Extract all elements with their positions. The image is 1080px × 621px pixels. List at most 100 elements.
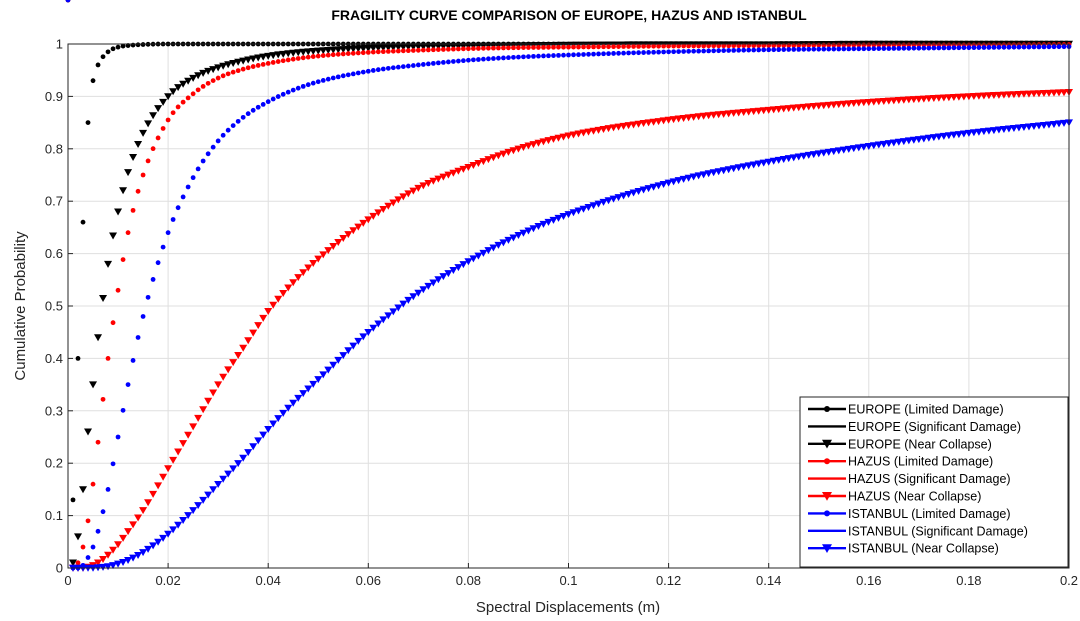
series-point	[310, 80, 316, 86]
y-tick-label: 0	[56, 561, 63, 576]
series-point	[324, 247, 333, 255]
series-point	[444, 270, 453, 278]
series-point	[1014, 124, 1023, 132]
series-point	[220, 73, 226, 79]
series-point	[359, 333, 368, 341]
series-point	[175, 104, 181, 110]
series-point	[599, 198, 608, 206]
series-point	[284, 284, 293, 292]
series-point	[944, 94, 953, 102]
series-point	[454, 42, 463, 50]
series-point	[424, 282, 433, 290]
series-point	[814, 150, 823, 158]
series-point	[764, 106, 773, 114]
series-point	[169, 88, 178, 96]
series-point	[279, 50, 288, 58]
series-point	[449, 43, 458, 51]
series-point	[349, 45, 358, 53]
series-point	[559, 133, 568, 141]
series-point	[626, 44, 631, 49]
series-point	[879, 140, 888, 148]
series-point	[234, 58, 243, 66]
series-point	[769, 157, 778, 165]
series-point	[954, 131, 963, 139]
series-point	[779, 105, 788, 113]
series-point	[611, 51, 616, 56]
series-point	[144, 120, 153, 128]
series-point	[729, 109, 738, 117]
series-point	[219, 475, 228, 483]
series-point	[714, 111, 723, 119]
series-point	[269, 52, 278, 60]
series-point	[931, 45, 937, 51]
series-point	[579, 205, 588, 213]
series-point	[979, 92, 988, 100]
series-point	[370, 68, 376, 73]
series-hazus-near-collapse	[69, 89, 1073, 572]
series-point	[94, 559, 103, 567]
series-point	[1014, 91, 1023, 99]
series-point	[130, 358, 136, 363]
series-point	[989, 92, 998, 100]
series-point	[215, 138, 221, 144]
legend-marker	[824, 406, 830, 412]
series-point	[919, 135, 928, 143]
series-point	[184, 431, 193, 439]
series-point	[234, 460, 243, 468]
series-point	[1051, 44, 1057, 50]
series-point	[105, 49, 111, 55]
series-point	[881, 46, 887, 51]
series-point	[706, 43, 712, 49]
series-point	[606, 51, 611, 57]
series-point	[786, 47, 792, 52]
series-point	[501, 55, 506, 61]
series-point	[254, 437, 263, 445]
series-point	[159, 98, 168, 106]
series-point	[906, 45, 912, 51]
series-point	[671, 49, 677, 55]
series-point	[654, 182, 663, 190]
series-point	[280, 91, 286, 97]
series-point	[719, 167, 728, 175]
series-point	[329, 46, 338, 54]
series-point	[160, 126, 166, 131]
series-point	[724, 166, 733, 174]
legend-item: ISTANBUL (Significant Damage)	[808, 524, 1028, 538]
series-point	[609, 124, 618, 132]
series-point	[459, 165, 468, 173]
series-point	[385, 65, 391, 71]
series-point	[874, 141, 883, 149]
series-point	[796, 46, 802, 52]
series-point	[304, 48, 313, 56]
series-point	[115, 287, 121, 293]
series-point	[784, 155, 793, 163]
legend-label: EUROPE (Significant Damage)	[848, 420, 1021, 434]
series-point	[616, 50, 621, 56]
series-point	[604, 197, 613, 205]
series-point	[941, 45, 947, 51]
series-point	[350, 50, 356, 56]
series-point	[589, 127, 598, 135]
series-point	[841, 46, 847, 52]
series-point	[110, 320, 116, 326]
series-point	[546, 53, 551, 59]
series-point	[759, 159, 768, 167]
series-point	[904, 96, 913, 104]
series-point	[646, 50, 651, 55]
series-point	[95, 439, 101, 445]
series-point	[704, 170, 713, 178]
series-point	[521, 45, 526, 50]
series-point	[244, 337, 253, 345]
series-point	[606, 44, 611, 50]
series-point	[924, 134, 933, 142]
series-point	[424, 43, 433, 51]
series-point	[409, 293, 418, 301]
series-point	[184, 77, 193, 85]
series-point	[1059, 119, 1068, 127]
series-point	[299, 269, 308, 277]
series-point	[150, 146, 156, 152]
series-point	[854, 144, 863, 152]
series-point	[551, 53, 556, 58]
series-point	[641, 50, 646, 55]
series-point	[759, 107, 768, 115]
